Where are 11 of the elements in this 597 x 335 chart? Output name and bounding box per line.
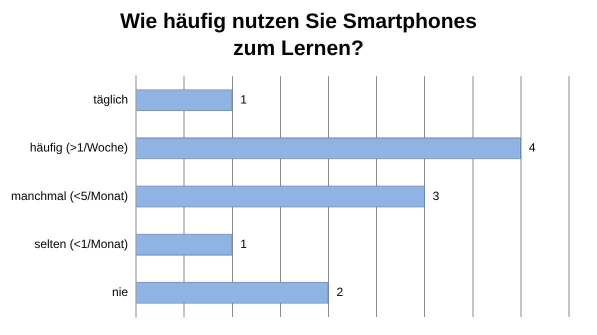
y-tick-label: häufig (>1/Woche) <box>30 140 128 155</box>
data-label: 1 <box>240 92 248 107</box>
y-tick-label: manchmal (<5/Monat) <box>11 188 128 203</box>
y-tick-label: täglich <box>93 92 128 107</box>
y-tick-label: selten (<1/Monat) <box>34 236 128 251</box>
chart-title: Wie häufig nutzen Sie Smartphones zum Lernen? <box>119 9 478 62</box>
data-label: 4 <box>528 140 536 155</box>
data-label: 2 <box>336 285 344 300</box>
data-label: 3 <box>432 188 440 203</box>
y-tick-label: nie <box>112 285 128 300</box>
data-label: 1 <box>240 236 248 251</box>
